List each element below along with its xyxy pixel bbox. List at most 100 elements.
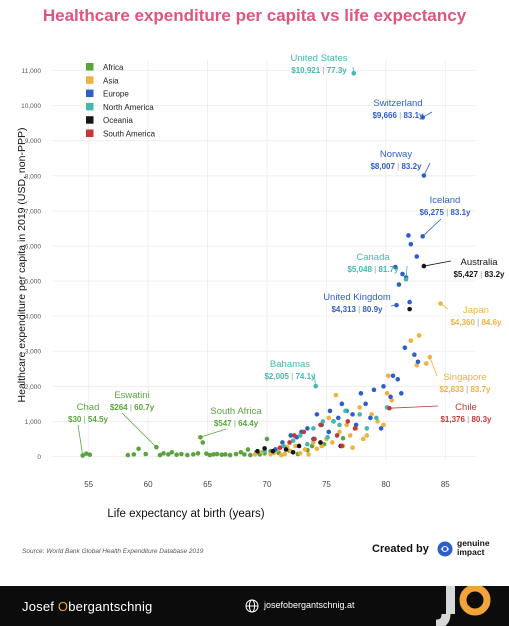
annotation-leader [422, 218, 442, 237]
data-point [223, 452, 228, 457]
data-point [131, 452, 137, 457]
data-point [327, 408, 333, 414]
data-point [368, 415, 373, 421]
annotation-leader [429, 356, 438, 377]
data-point [421, 263, 427, 269]
data-point [414, 254, 420, 259]
data-point [371, 387, 377, 393]
data-point [248, 452, 253, 458]
data-point [278, 452, 284, 458]
data-point [83, 451, 89, 456]
data-point [297, 451, 303, 456]
data-point [396, 282, 402, 287]
annotation-name: United States [290, 53, 347, 64]
data-point [423, 361, 429, 366]
data-point [340, 435, 346, 441]
data-point [282, 451, 288, 457]
data-point [283, 447, 289, 452]
data-point [281, 443, 286, 449]
created-by-label: Created by [372, 543, 429, 555]
data-point [347, 433, 353, 438]
data-point [398, 391, 404, 396]
data-point [335, 415, 341, 421]
data-point [363, 401, 368, 407]
data-point [214, 451, 220, 457]
annotation-name: Japan [463, 305, 489, 316]
y-tick-label: 0 [37, 454, 41, 461]
data-point [393, 264, 398, 270]
data-point [268, 452, 273, 457]
annotation-separator: | [464, 385, 471, 394]
y-tick-label: 2,000 [25, 384, 42, 391]
data-point [264, 436, 270, 442]
data-point [80, 453, 86, 458]
legend-swatch [86, 63, 94, 71]
data-point [350, 445, 355, 451]
annotation-value: $2,005 | 74.1y [264, 372, 316, 381]
axis-ticks: 0 1,000 2,000 3,000 4,000 5,000 6,000 7,000 8,00… [21, 68, 450, 489]
annotation-separator: | [475, 318, 482, 327]
annotation-life: 60.7y [134, 403, 155, 412]
data-point [369, 412, 374, 417]
y-tick-label: 5,000 [25, 279, 42, 286]
data-point [388, 394, 393, 400]
annotation-value: $1,376 | 80.3y [440, 415, 492, 424]
annotation-life: 74.1y [295, 372, 316, 381]
annotation-spend: $30 [68, 415, 82, 424]
annotation-value: $2,833 | 83.7y [439, 385, 491, 394]
website-link[interactable]: josefobergantschnig.at [264, 600, 355, 610]
annotation-separator: | [444, 208, 451, 217]
annotation-life: 77.3y [327, 66, 348, 75]
annotation-life: 81.7y [378, 265, 399, 274]
legend-label: South America [103, 130, 156, 139]
annotation-name: Eswatini [114, 390, 149, 401]
data-point [415, 359, 421, 365]
y-tick-label: 4,000 [25, 314, 42, 321]
annotation-life: 83.7y [470, 385, 491, 394]
annotation-name: Switzerland [373, 98, 422, 109]
y-tick-label: 9,000 [25, 138, 42, 145]
annotation-name: Australia [461, 257, 499, 268]
annotation-value: $4,360 | 84.6y [450, 318, 502, 327]
data-point [296, 443, 302, 449]
annotation-separator: | [372, 265, 379, 274]
data-point [357, 412, 362, 417]
genuine-impact-logo-icon [437, 541, 453, 557]
data-point [204, 451, 209, 456]
data-point [211, 452, 216, 457]
annotations: United States $10,921 | 77.3y Switzerland $… [68, 53, 505, 428]
x-tick-label: 70 [263, 480, 272, 489]
annotation-life: 84.6y [481, 318, 502, 327]
data-point [406, 233, 411, 238]
annotation-leader [77, 424, 84, 456]
annotation-spend: $9,666 [372, 111, 397, 120]
data-point [357, 405, 362, 410]
data-point [277, 445, 283, 451]
data-point [219, 452, 225, 458]
legend-swatch [86, 102, 94, 111]
annotation-value: $8,007 | 83.2y [370, 162, 422, 171]
data-point [420, 234, 425, 239]
data-point [339, 443, 345, 449]
data-point [302, 447, 308, 452]
data-point [385, 373, 391, 379]
y-axis-label: Healthcare expenditure per capita in 201… [16, 128, 28, 403]
data-point [381, 422, 386, 428]
y-tick-label: 8,000 [25, 173, 42, 180]
data-point [414, 362, 420, 368]
data-point [161, 451, 166, 456]
legend-label: Oceania [103, 116, 133, 125]
annotation-value: $6,275 | 83.1y [419, 208, 471, 217]
annotation-name: Chile [455, 402, 477, 413]
data-point [305, 441, 310, 447]
data-point [290, 438, 296, 444]
chart-title: Healthcare expenditure per capita vs lif… [42, 6, 467, 25]
brand-name: genuine impact [457, 538, 490, 557]
data-point [311, 426, 316, 431]
annotation-separator: | [395, 162, 402, 171]
data-point [292, 433, 297, 438]
annotation-value: $5,048 | 81.7y [347, 265, 399, 274]
legend-label: Asia [103, 76, 119, 85]
data-point [87, 452, 93, 458]
